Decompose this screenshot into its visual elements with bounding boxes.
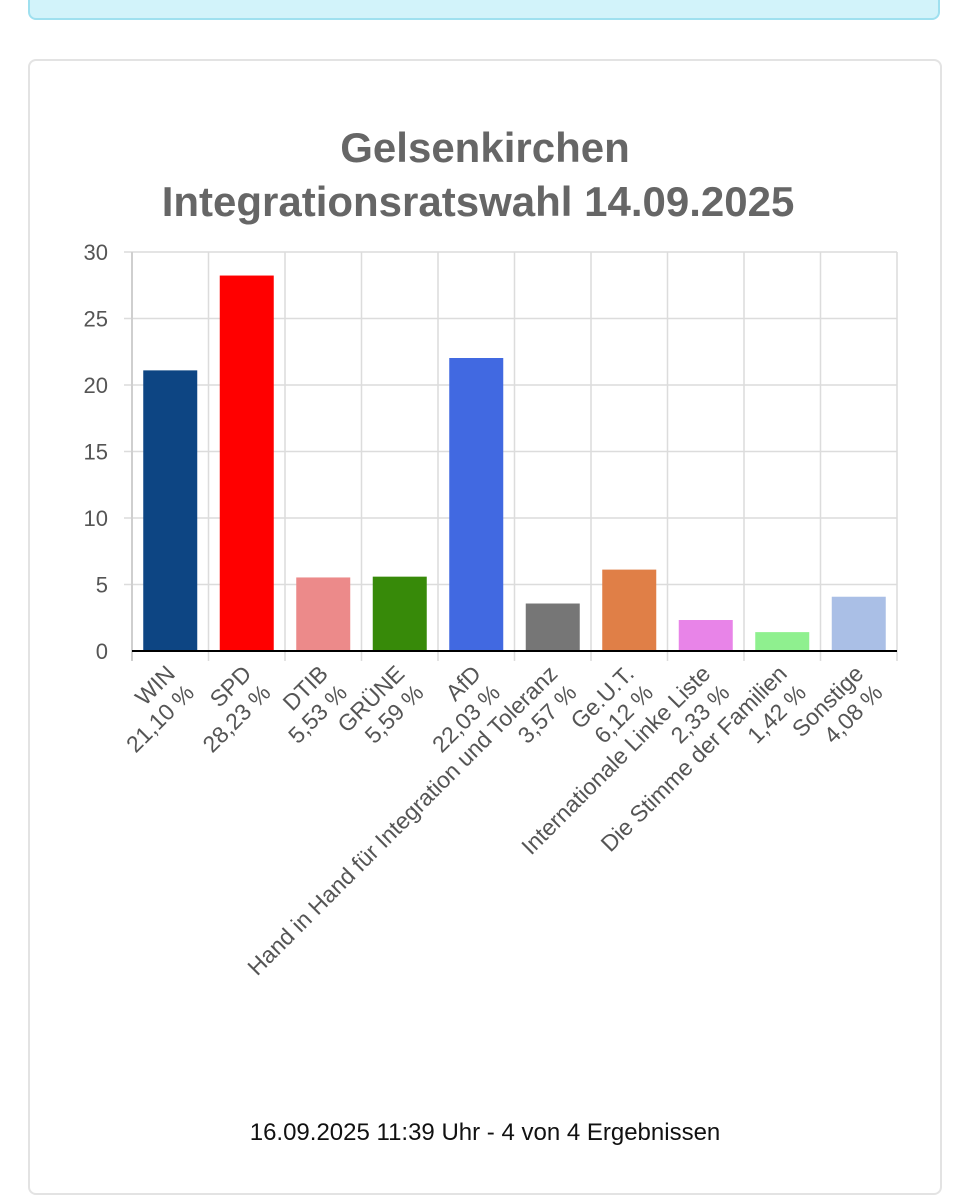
footer-timestamp: 16.09.2025 11:39 Uhr - 4 von 4 Ergebniss… — [249, 1119, 721, 1146]
x-tick-label: SPD28,23 % — [178, 660, 275, 757]
bar-ge-u-t- — [602, 569, 657, 651]
y-tick-label-0: 0 — [96, 639, 108, 664]
x-tick-label: GRÜNE5,59 % — [332, 660, 428, 756]
y-tick-label-15: 15 — [84, 440, 108, 465]
bar-sonstige — [831, 596, 886, 651]
chart-title-line-2: Integrationsratswahl 14.09.2025 — [162, 178, 795, 225]
bar-hand-in-hand-für-integration-und-toleranz — [525, 603, 580, 651]
bar-afd — [449, 358, 504, 651]
bar-die-stimme-der-familien — [755, 632, 810, 651]
y-tick-label-30: 30 — [84, 240, 108, 265]
bars — [143, 275, 886, 651]
bar-win — [143, 370, 198, 651]
bar-internationale-linke-liste — [678, 620, 733, 651]
bar-grüne — [372, 576, 427, 651]
x-tick-label: DTIB5,53 % — [264, 660, 352, 748]
y-axis-ticks: 0 5 10 15 20 25 30 — [84, 240, 108, 664]
chart-title-line-1: Gelsenkirchen — [340, 124, 629, 171]
y-tick-label-20: 20 — [84, 373, 108, 398]
y-tick-label-5: 5 — [96, 573, 108, 598]
x-tick-label: WIN21,10 % — [102, 660, 199, 757]
y-tick-label-25: 25 — [84, 307, 108, 332]
bar-spd — [219, 275, 274, 651]
chart-title: Gelsenkirchen Integrationsratswahl 14.09… — [162, 124, 795, 225]
axes — [131, 252, 897, 661]
bar-dtib — [296, 577, 351, 651]
x-tick-label: Sonstige4,08 % — [787, 660, 888, 761]
x-axis-labels: WIN21,10 % SPD28,23 % DTIB5,53 %GRÜNE5,59 … — [102, 660, 888, 980]
y-tick-label-10: 10 — [84, 506, 108, 531]
top-banner — [28, 0, 940, 20]
